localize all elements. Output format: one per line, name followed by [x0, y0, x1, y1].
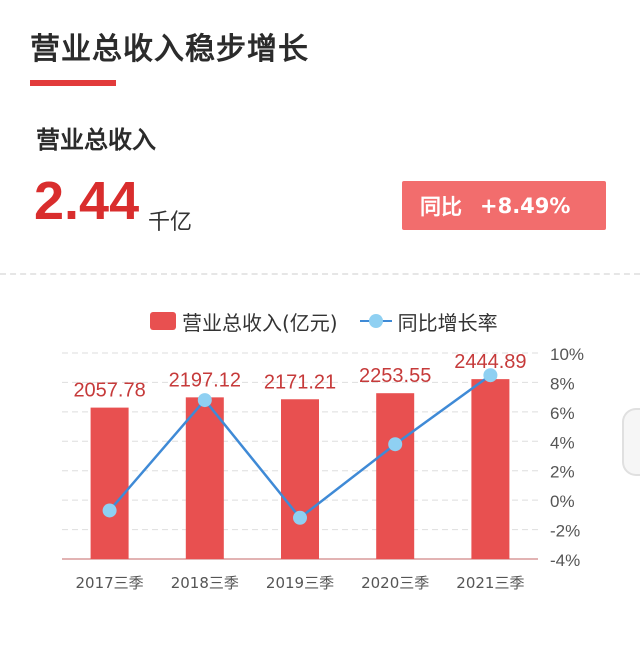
y-tick-label: 4% — [550, 433, 575, 452]
bar — [376, 393, 415, 559]
growth-point — [197, 393, 212, 408]
bar — [185, 397, 224, 559]
bar-value-label: 2057.78 — [73, 380, 145, 402]
x-tick-label: 2020三季 — [361, 574, 429, 592]
metric-unit: 千亿 — [148, 210, 193, 235]
bar — [471, 379, 510, 559]
y-tick-label: 10% — [550, 345, 584, 364]
y-tick-label: 0% — [550, 492, 575, 511]
metric-label: 营业总收入 — [36, 126, 156, 154]
bar-value-label: 2253.55 — [359, 365, 431, 387]
metric-value: 2.44 — [34, 171, 140, 231]
bar-value-label: 2197.12 — [169, 369, 241, 391]
yoy-label: 同比 — [420, 194, 462, 219]
growth-point — [388, 437, 403, 452]
legend-bar-swatch — [150, 312, 176, 330]
title-underline — [30, 80, 116, 86]
y-tick-label: -2% — [550, 522, 580, 541]
growth-point — [483, 368, 498, 383]
yoy-badge: 同比 +8.49% — [402, 181, 606, 230]
bar — [281, 399, 319, 559]
growth-point — [102, 503, 117, 518]
x-tick-label: 2019三季 — [266, 574, 334, 592]
bar — [90, 407, 129, 559]
chart-legend[interactable]: 营业总收入(亿元) 同比增长率 — [150, 306, 498, 336]
y-tick-label: 6% — [550, 404, 575, 423]
section-divider — [0, 273, 640, 275]
page-title: 营业总收入稳步增长 — [30, 32, 309, 67]
scroll-handle[interactable] — [622, 408, 640, 476]
x-tick-label: 2018三季 — [171, 574, 239, 592]
x-tick-label: 2021三季 — [456, 574, 524, 592]
yoy-value: +8.49% — [480, 193, 571, 218]
x-tick-label: 2017三季 — [76, 574, 144, 592]
legend-label-growth: 同比增长率 — [397, 310, 498, 335]
bar-value-label: 2171.21 — [264, 371, 336, 393]
y-tick-label: 2% — [550, 463, 575, 482]
y-tick-label: 8% — [550, 374, 575, 393]
legend-label-revenue: 营业总收入(亿元) — [182, 310, 338, 335]
revenue-growth-chart: 10% 8% 6% 4% 2% 0% -2% -4% 2057.78 2017三季 2197.12 2… — [62, 345, 584, 592]
y-tick-label: -4% — [550, 551, 580, 570]
bar-value-label: 2444.89 — [454, 351, 526, 373]
growth-point — [293, 510, 307, 525]
legend-line-swatch — [359, 312, 392, 330]
